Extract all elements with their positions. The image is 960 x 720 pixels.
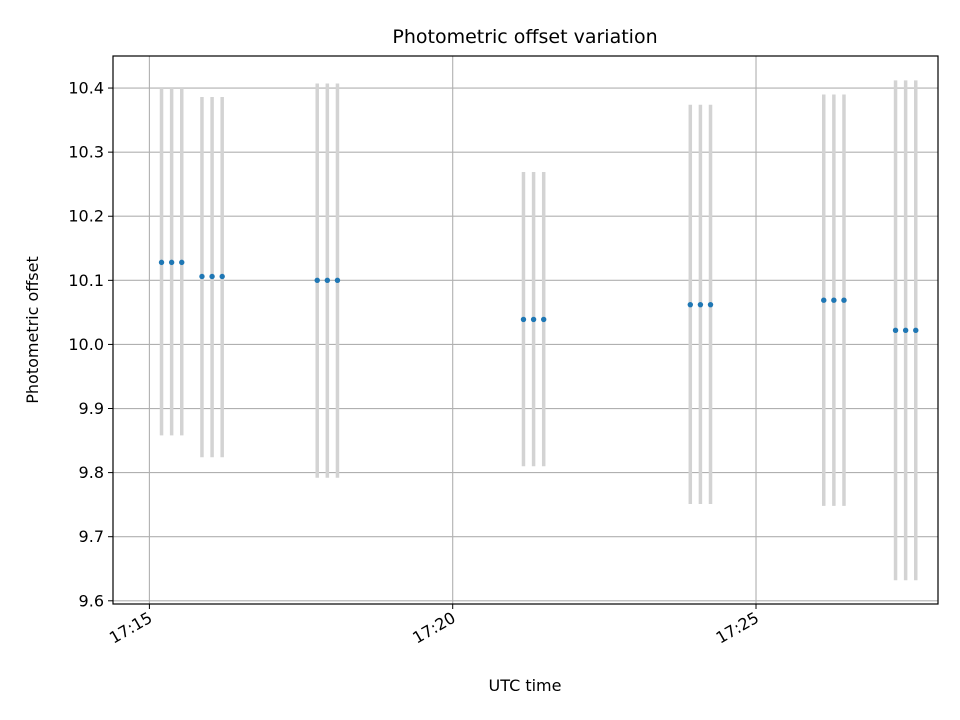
data-point (892, 327, 899, 334)
data-point (913, 327, 919, 334)
data-point (841, 297, 847, 303)
grid-layer (113, 56, 938, 604)
data-point (168, 259, 175, 266)
data-point (821, 297, 827, 303)
data-point (334, 277, 341, 284)
data-point (540, 316, 547, 323)
y-tick-label: 10.0 (68, 335, 104, 354)
y-tick-label: 9.7 (79, 527, 104, 546)
y-tick-label: 10.4 (68, 79, 104, 98)
x-axis-label: UTC time (489, 676, 562, 695)
y-tick-label: 9.9 (79, 399, 104, 418)
point-layer (158, 259, 919, 334)
plot-frame (112, 55, 939, 605)
y-tick-label: 9.8 (79, 463, 104, 482)
data-point (179, 259, 185, 266)
data-point (158, 259, 165, 266)
y-axis-label: Photometric offset (23, 256, 42, 404)
data-point (707, 301, 714, 308)
data-point (902, 327, 909, 334)
data-point (314, 277, 320, 284)
y-tick-label: 10.1 (68, 271, 104, 290)
y-tick-label: 10.2 (68, 207, 104, 226)
chart-title: Photometric offset variation (392, 26, 657, 48)
data-point (530, 316, 537, 323)
y-tick-label: 10.3 (68, 143, 104, 162)
data-point (697, 301, 704, 308)
data-point (520, 316, 527, 323)
y-tick-label: 9.6 (79, 591, 104, 610)
data-point (219, 273, 225, 280)
data-point (199, 273, 205, 280)
data-point (324, 277, 331, 284)
data-point (209, 273, 215, 280)
data-point (831, 297, 837, 303)
data-point (687, 301, 693, 308)
